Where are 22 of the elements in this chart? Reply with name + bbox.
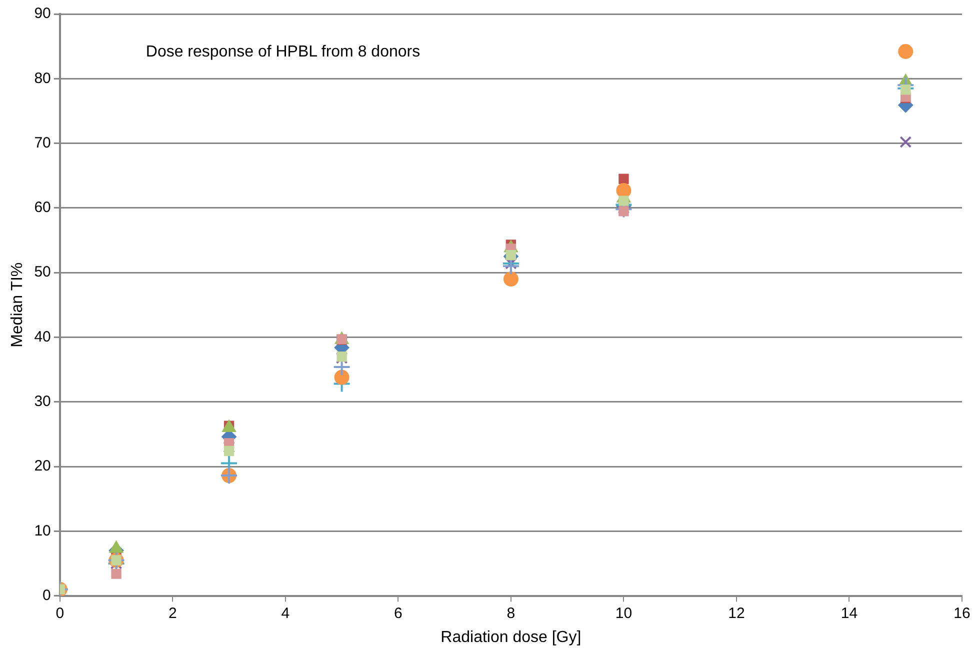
x-tick-label: 8 — [506, 604, 516, 622]
x-tick-label: 4 — [281, 604, 290, 622]
y-axis-title: Median TI% — [9, 262, 26, 348]
y-tick-label: 0 — [42, 586, 51, 604]
y-tick-label: 40 — [34, 328, 51, 346]
y-tick-label: 80 — [34, 70, 51, 87]
x-tick-label: 14 — [840, 604, 858, 622]
x-tick-label: 0 — [56, 604, 64, 622]
y-tick-label: 90 — [34, 5, 51, 22]
x-tick-label: 12 — [728, 604, 745, 622]
y-tick-label: 70 — [34, 134, 51, 152]
y-tick-label: 60 — [34, 199, 51, 216]
y-tick-label: 50 — [34, 264, 51, 281]
x-tick-label: 16 — [954, 604, 970, 622]
y-tick-label: 10 — [34, 522, 51, 540]
y-tick-label: 30 — [34, 393, 51, 410]
x-tick-label: 6 — [394, 604, 402, 622]
annotation: Dose response of HPBL from 8 donors — [146, 43, 420, 60]
x-tick-label: 10 — [615, 604, 632, 622]
x-axis-title: Radiation dose [Gy] — [440, 628, 582, 646]
x-tick-label: 2 — [168, 604, 177, 622]
y-tick-label: 20 — [34, 458, 51, 475]
